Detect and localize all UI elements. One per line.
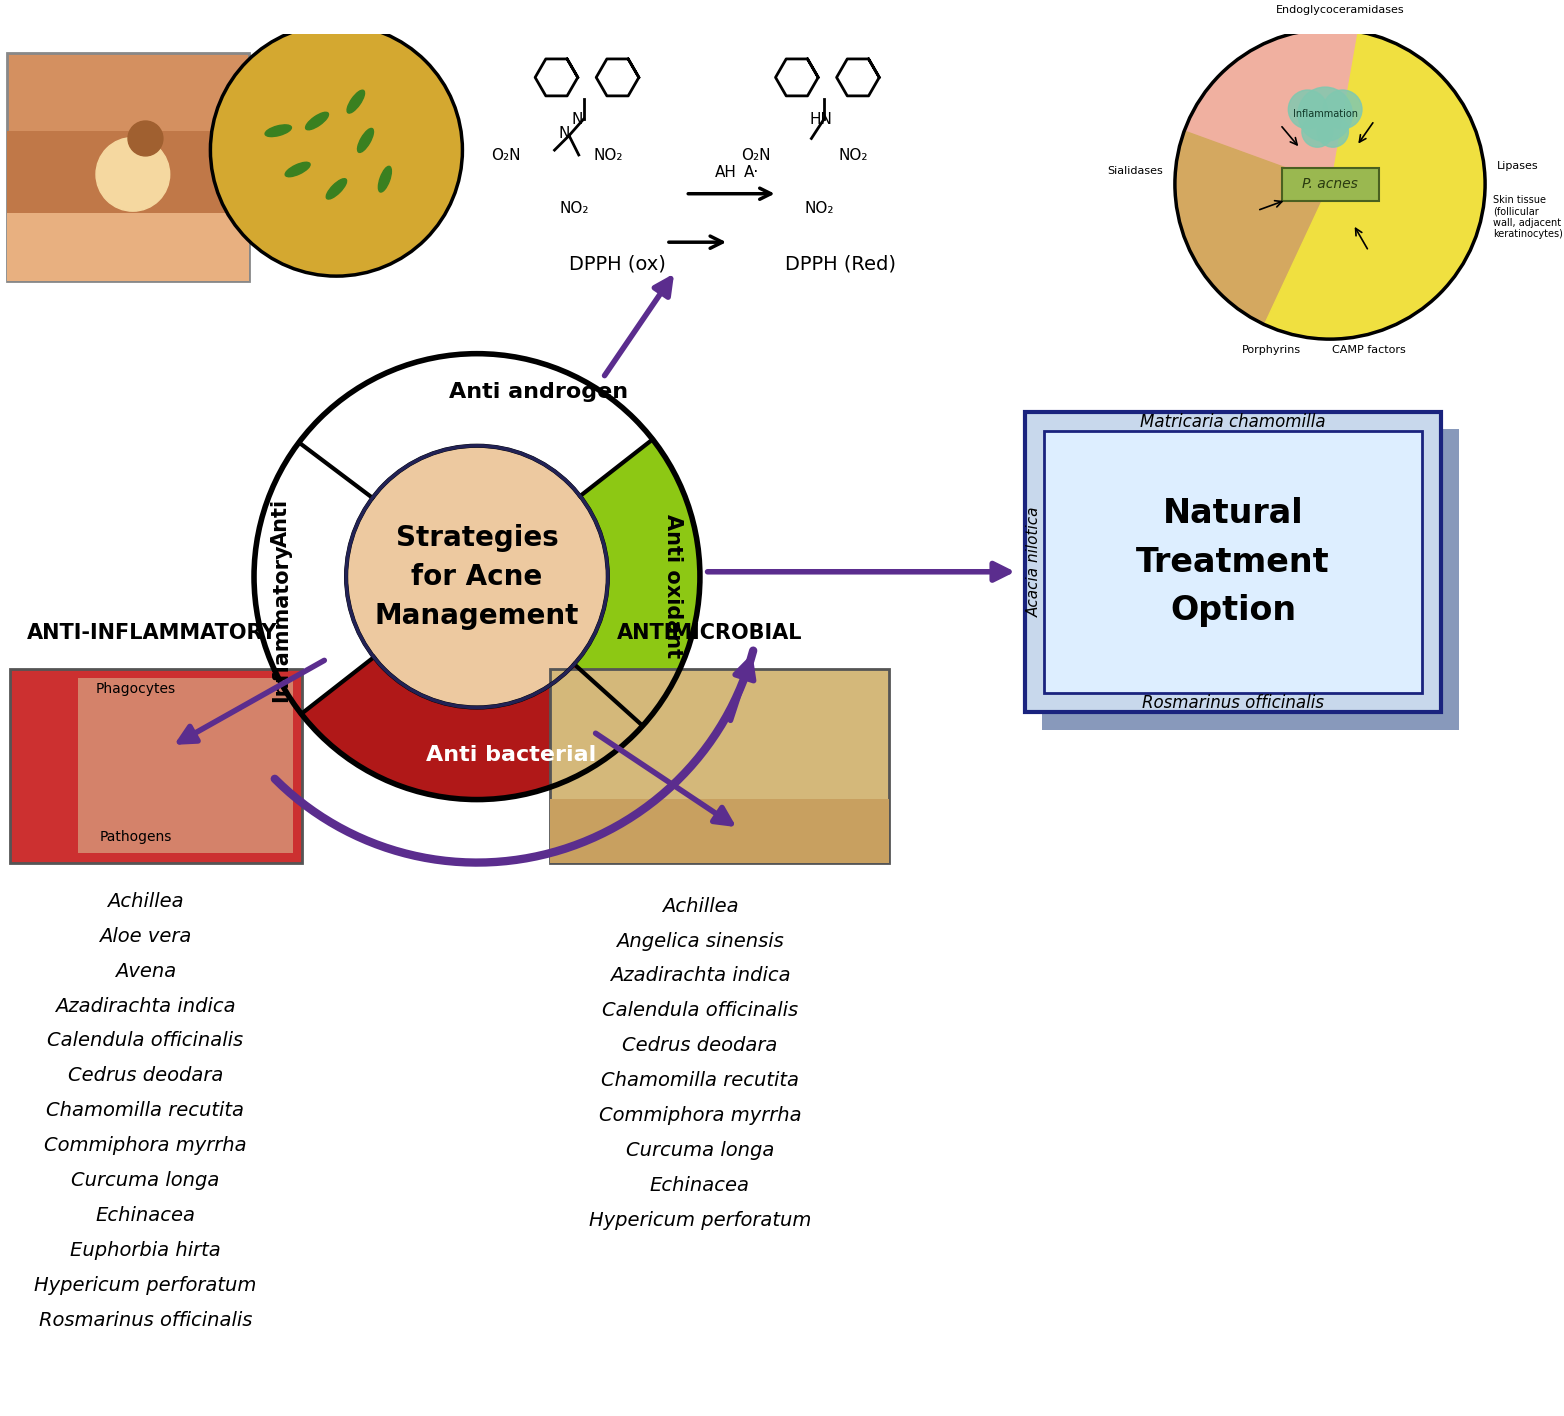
- Circle shape: [1301, 116, 1333, 147]
- Text: Curcuma longa: Curcuma longa: [72, 1171, 219, 1189]
- Circle shape: [128, 120, 163, 156]
- Text: N: N: [558, 126, 569, 142]
- Circle shape: [346, 446, 608, 708]
- Wedge shape: [299, 354, 652, 498]
- FancyBboxPatch shape: [1281, 167, 1379, 201]
- Circle shape: [95, 137, 169, 211]
- Ellipse shape: [347, 91, 364, 113]
- Text: Cedrus deodara: Cedrus deodara: [67, 1066, 224, 1085]
- Text: NO₂: NO₂: [838, 147, 868, 163]
- Text: Skin tissue
(follicular
wall, adjacent
keratinocytes): Skin tissue (follicular wall, adjacent k…: [1494, 194, 1562, 239]
- Text: Anti: Anti: [271, 500, 291, 548]
- Text: Rosmarinus officinalis: Rosmarinus officinalis: [1142, 694, 1325, 712]
- Text: AH: AH: [715, 166, 737, 180]
- Text: Echinacea: Echinacea: [651, 1175, 749, 1195]
- Text: NO₂: NO₂: [560, 201, 588, 217]
- Text: Angelica sinensis: Angelica sinensis: [616, 932, 784, 950]
- Text: O₂N: O₂N: [741, 147, 771, 163]
- Circle shape: [253, 354, 701, 800]
- Text: Commiphora myrrha: Commiphora myrrha: [599, 1106, 801, 1126]
- Text: Endoglycoceramidases: Endoglycoceramidases: [1275, 6, 1404, 16]
- Circle shape: [211, 24, 463, 276]
- Text: N: N: [571, 112, 582, 127]
- Text: Lipases: Lipases: [1497, 161, 1539, 171]
- Text: Natural
Treatment
Option: Natural Treatment Option: [1137, 497, 1329, 627]
- Text: Anti androgen: Anti androgen: [449, 382, 629, 402]
- Text: Hypericum perforatum: Hypericum perforatum: [588, 1211, 812, 1229]
- Wedge shape: [1175, 132, 1329, 324]
- Text: HN: HN: [810, 112, 832, 127]
- Text: Azadirachta indica: Azadirachta indica: [610, 967, 790, 986]
- Text: DPPH (ox): DPPH (ox): [569, 255, 666, 273]
- Wedge shape: [253, 442, 374, 714]
- Text: ANTI-INFLAMMATORY: ANTI-INFLAMMATORY: [27, 623, 277, 643]
- Text: Matricaria chamomilla: Matricaria chamomilla: [1140, 412, 1326, 430]
- Wedge shape: [574, 576, 701, 726]
- Text: ANTIMICROBIAL: ANTIMICROBIAL: [616, 623, 802, 643]
- Circle shape: [1323, 91, 1362, 129]
- Wedge shape: [580, 439, 701, 576]
- Text: O₂N: O₂N: [491, 147, 521, 163]
- Text: Achillea: Achillea: [662, 896, 738, 916]
- Text: DPPH (Red): DPPH (Red): [785, 255, 896, 273]
- Wedge shape: [1184, 28, 1358, 184]
- FancyBboxPatch shape: [6, 130, 249, 214]
- Text: Echinacea: Echinacea: [95, 1206, 196, 1225]
- FancyBboxPatch shape: [9, 668, 302, 862]
- Text: Acacia nilotica: Acacia nilotica: [1028, 507, 1042, 617]
- Wedge shape: [1264, 184, 1486, 338]
- Circle shape: [1289, 91, 1328, 129]
- Text: Cedrus deodara: Cedrus deodara: [622, 1037, 777, 1055]
- Text: Anti oxidant: Anti oxidant: [663, 514, 683, 658]
- Text: P. acnes: P. acnes: [1303, 177, 1358, 191]
- Ellipse shape: [327, 178, 347, 200]
- Text: Hypericum perforatum: Hypericum perforatum: [34, 1276, 256, 1294]
- Text: NO₂: NO₂: [804, 201, 834, 217]
- Text: Rosmarinus officinalis: Rosmarinus officinalis: [39, 1311, 252, 1330]
- Circle shape: [1317, 116, 1348, 147]
- Text: Pathogens: Pathogens: [100, 830, 172, 844]
- Text: NO₂: NO₂: [593, 147, 622, 163]
- FancyBboxPatch shape: [549, 668, 888, 862]
- Text: Inflammation: Inflammation: [1293, 109, 1358, 119]
- Text: Porphyrins: Porphyrins: [1242, 344, 1301, 354]
- Text: Anti bacterial: Anti bacterial: [425, 745, 596, 766]
- Text: CAMP factors: CAMP factors: [1333, 344, 1406, 354]
- Wedge shape: [302, 657, 643, 800]
- Text: Chamomilla recutita: Chamomilla recutita: [47, 1102, 244, 1120]
- Text: Curcuma longa: Curcuma longa: [626, 1141, 774, 1160]
- Ellipse shape: [264, 125, 291, 136]
- Ellipse shape: [378, 166, 391, 193]
- Text: Chamomilla recutita: Chamomilla recutita: [601, 1070, 799, 1090]
- Text: A·: A·: [743, 166, 759, 180]
- Text: Sialidases: Sialidases: [1107, 166, 1164, 177]
- FancyBboxPatch shape: [6, 214, 249, 280]
- Text: Calendula officinalis: Calendula officinalis: [47, 1031, 244, 1051]
- Wedge shape: [1329, 31, 1486, 184]
- Circle shape: [1298, 88, 1353, 142]
- Text: Azadirachta indica: Azadirachta indica: [55, 997, 236, 1015]
- FancyBboxPatch shape: [1024, 412, 1442, 712]
- FancyBboxPatch shape: [1045, 432, 1422, 692]
- FancyBboxPatch shape: [549, 799, 888, 862]
- Ellipse shape: [285, 163, 310, 177]
- Text: Inflammatory: Inflammatory: [271, 544, 291, 702]
- Text: Euphorbia hirta: Euphorbia hirta: [70, 1240, 221, 1260]
- FancyBboxPatch shape: [6, 54, 249, 280]
- FancyBboxPatch shape: [1042, 429, 1459, 729]
- Ellipse shape: [358, 129, 374, 153]
- Ellipse shape: [305, 112, 328, 130]
- Text: Calendula officinalis: Calendula officinalis: [602, 1001, 798, 1021]
- Text: Aloe vera: Aloe vera: [99, 926, 192, 946]
- Text: Strategies
for Acne
Management: Strategies for Acne Management: [375, 524, 579, 630]
- Text: Avena: Avena: [114, 961, 177, 981]
- Text: Achillea: Achillea: [108, 892, 183, 910]
- Text: Commiphora myrrha: Commiphora myrrha: [44, 1136, 247, 1155]
- Text: Phagocytes: Phagocytes: [95, 683, 175, 695]
- FancyBboxPatch shape: [78, 678, 292, 852]
